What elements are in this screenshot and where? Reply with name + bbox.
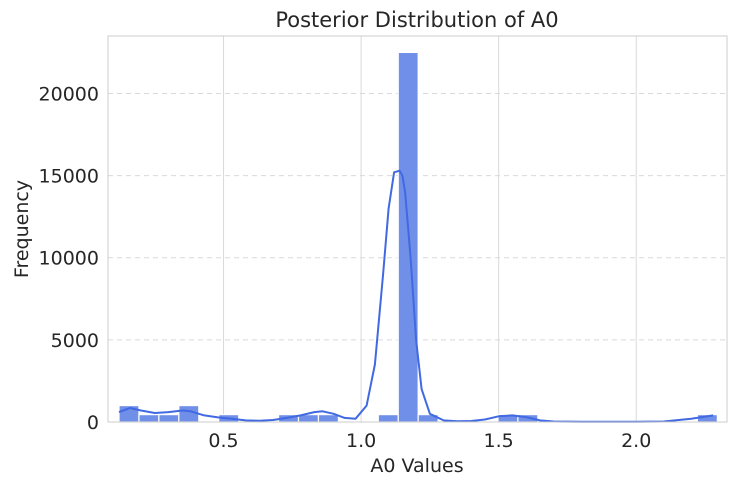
plot-area: 0.5 1.0 1.5 2.0 0 5000 10000 15000 20000 [39,35,728,452]
y-tick-label: 5000 [51,330,99,352]
histogram-bar [158,414,180,423]
y-tick-label: 15000 [39,166,99,188]
x-tick-label: 1.0 [346,430,376,452]
plot-frame [107,35,728,423]
x-tick-label: 1.5 [484,430,514,452]
y-tick-label: 0 [87,412,99,434]
histogram-bar [317,414,340,423]
x-tick-label: 0.5 [208,430,238,452]
histogram-bar [138,414,160,423]
y-tick-label: 20000 [39,83,99,105]
kde-line [118,169,714,423]
histogram-bar [377,414,399,423]
x-tick-label: 2.0 [621,430,651,452]
y-axis-label: Frequency [11,180,33,278]
x-axis-label: A0 Values [370,455,463,477]
chart-title: Posterior Distribution of A0 [275,8,558,32]
y-tick-label: 10000 [39,248,99,270]
